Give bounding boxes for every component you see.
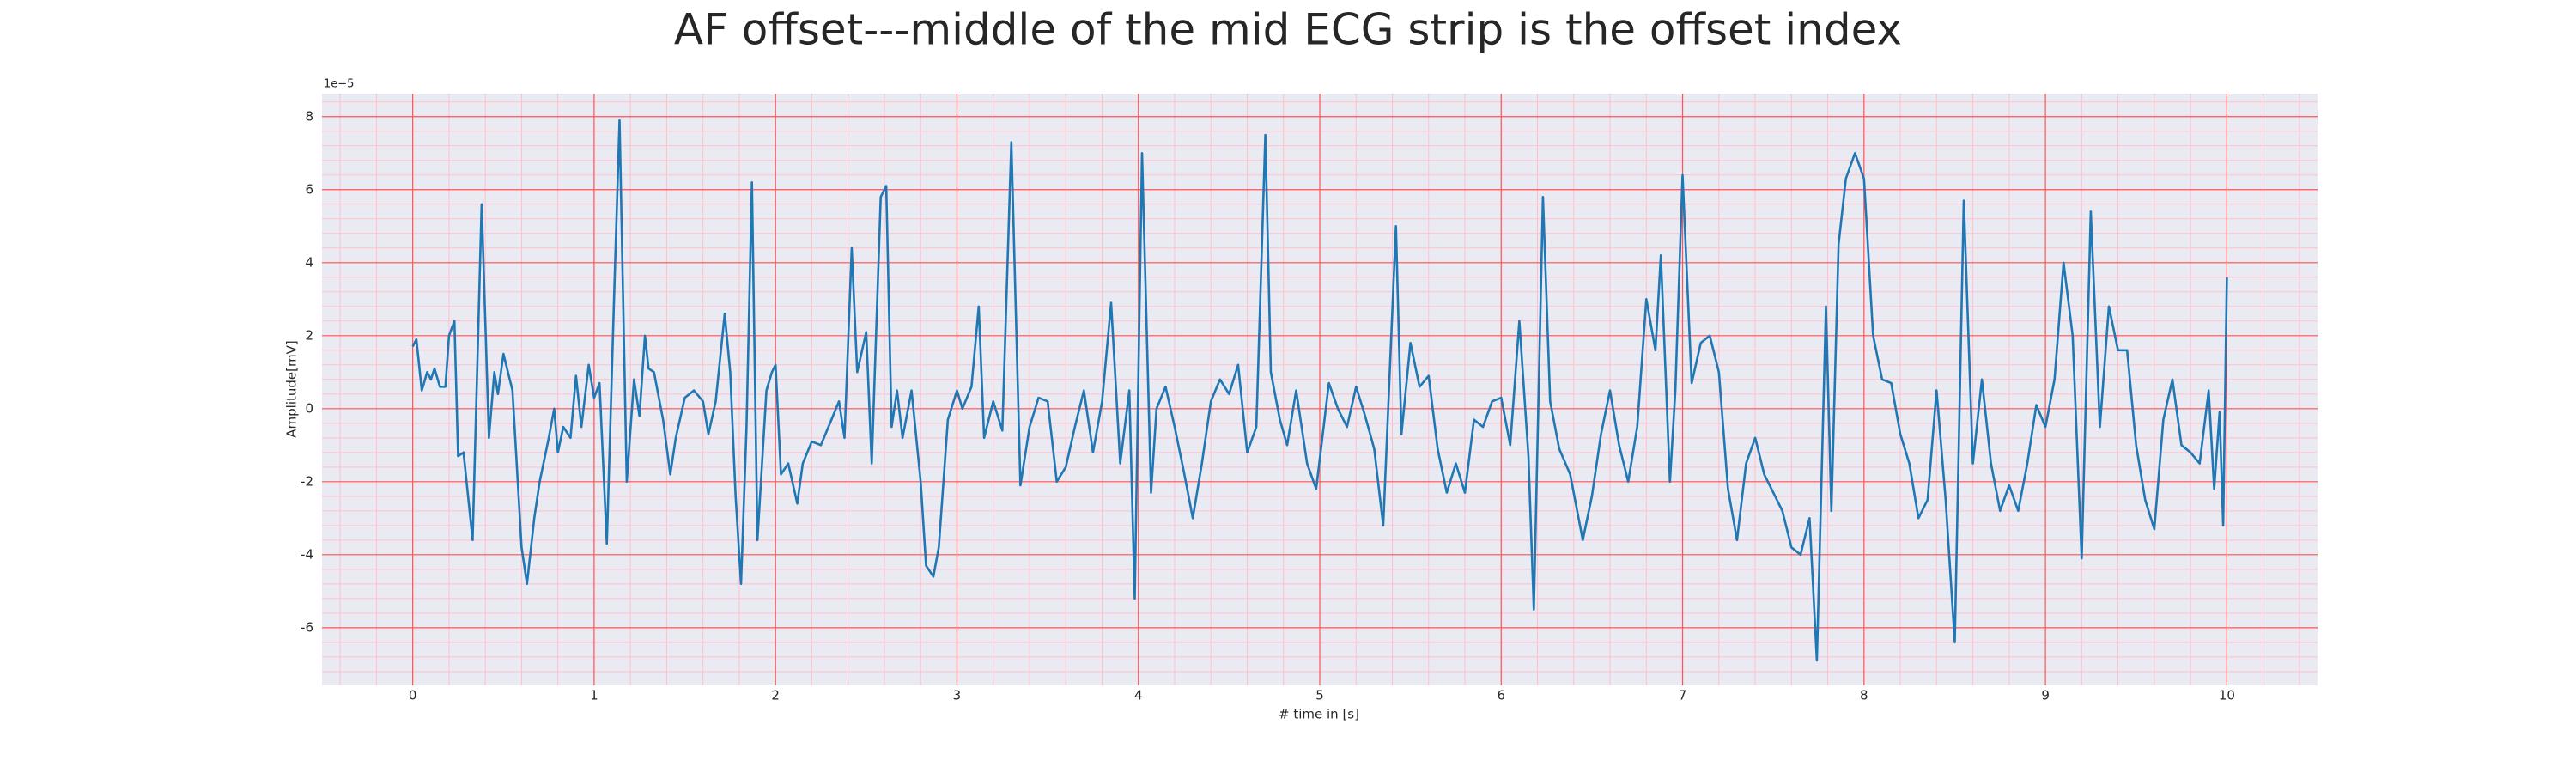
y-axis-label: Amplitude[mV] [284, 340, 300, 437]
x-tick-label: 2 [771, 688, 780, 703]
x-tick-label: 8 [1860, 688, 1868, 703]
x-tick-label: 4 [1134, 688, 1143, 703]
y-tick-label: -4 [301, 546, 313, 562]
x-tick-label: 5 [1315, 688, 1324, 703]
chart-title: AF offset---middle of the mid ECG strip … [674, 5, 1902, 55]
x-tick-label: 1 [590, 688, 598, 703]
y-tick-label: -2 [301, 473, 313, 489]
x-tick-label: 3 [953, 688, 962, 703]
x-tick-label: 0 [409, 688, 417, 703]
ecg-line [411, 119, 2228, 662]
y-tick-label: 6 [305, 181, 313, 197]
x-axis-label: # time in [s] [1279, 707, 1359, 722]
plot-area [322, 94, 2318, 685]
y-tick-label: 2 [305, 327, 313, 343]
x-tick-label: 6 [1497, 688, 1505, 703]
x-tick-label: 9 [2041, 688, 2050, 703]
y-tick-label: 0 [305, 400, 313, 416]
y-tick-label: -6 [301, 619, 313, 635]
y-offset-label: 1e−5 [324, 78, 354, 91]
y-tick-label: 8 [305, 108, 313, 124]
y-tick-label: 4 [305, 254, 313, 270]
x-tick-label: 7 [1679, 688, 1687, 703]
x-tick-label: 10 [2219, 688, 2235, 703]
